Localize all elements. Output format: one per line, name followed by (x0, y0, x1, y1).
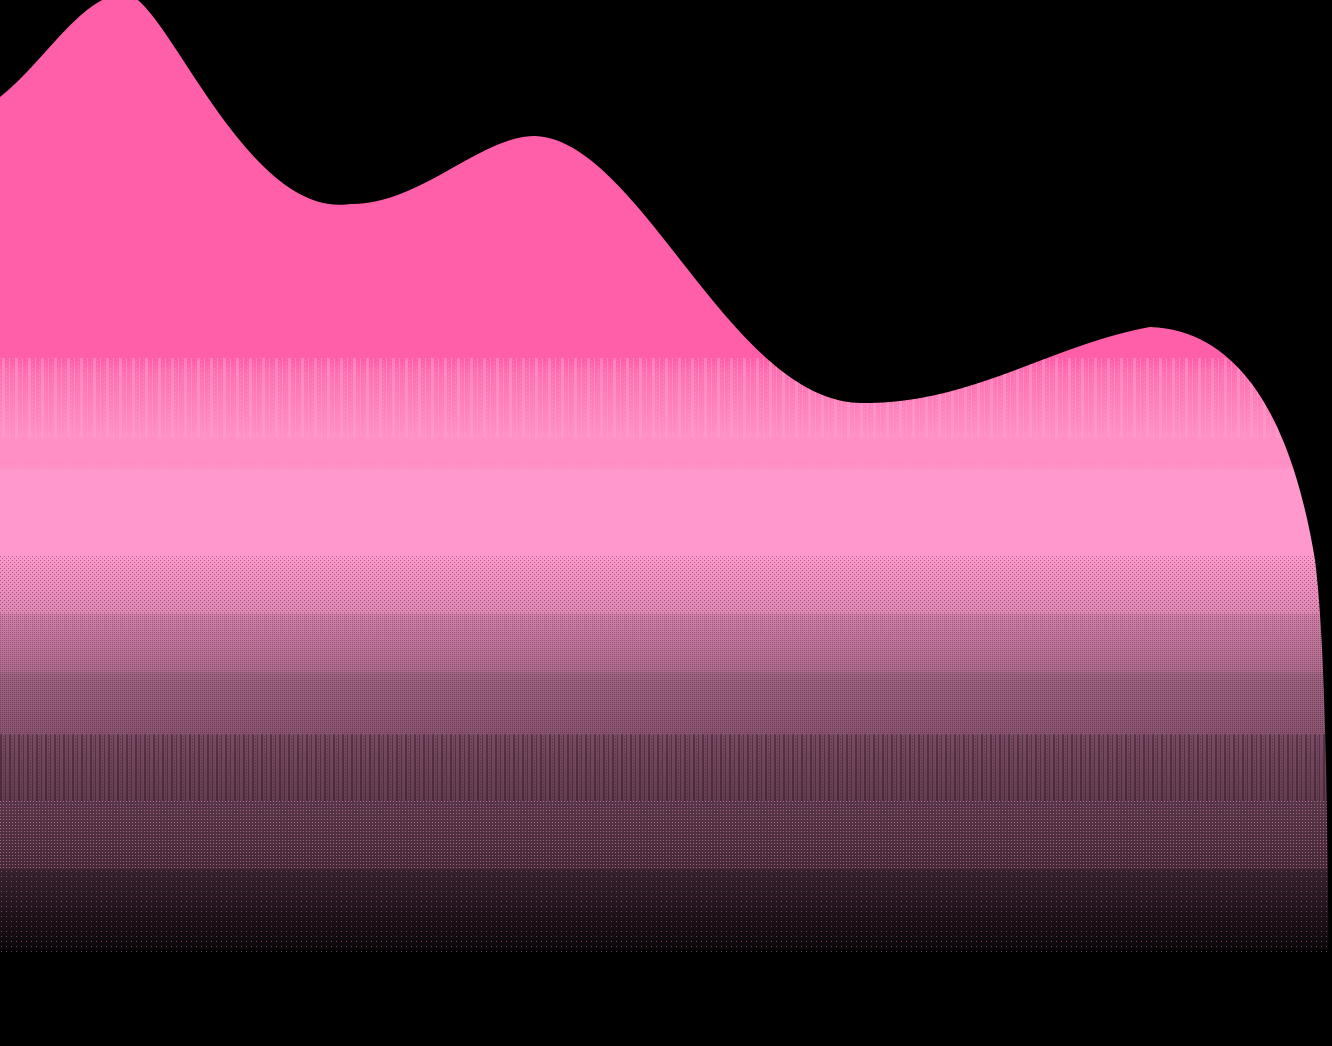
dither-band-dots-medium-black (0, 614, 1329, 734)
dither-band-dots-pink-sparse (0, 869, 1329, 952)
dither-band-dots-pink-medium (0, 801, 1329, 869)
dither-band-stripes-dark (0, 734, 1329, 801)
dither-band-stripes-light (0, 358, 1329, 438)
dither-band-dots-sparse-black (0, 556, 1329, 614)
dither-texture-group (0, 358, 1329, 952)
